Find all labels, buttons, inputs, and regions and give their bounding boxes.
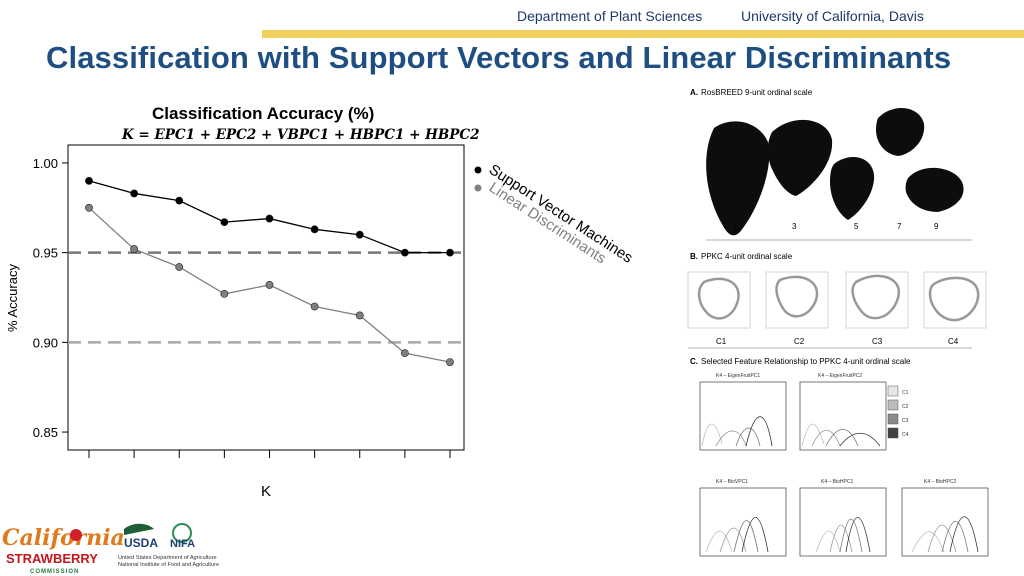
- accuracy-line-chart: 0.85 0.90 0.95 1.00 K % Accuracy: [5, 144, 465, 500]
- series-0-point: [130, 189, 139, 198]
- density-title-1: K4 – EigenFruitPC1: [716, 373, 760, 379]
- y-tick-label: 0.85: [33, 425, 58, 440]
- chart-legend: Support Vector Machines Linear Discrimin…: [474, 161, 636, 267]
- series-1-point: [130, 245, 139, 253]
- california-wordmark: California: [2, 525, 125, 551]
- strawberry-wordmark: STRAWBERRY: [6, 551, 98, 566]
- strawberry-9: [905, 167, 964, 212]
- series-1-point: [85, 203, 93, 212]
- series-1-point: [400, 349, 409, 358]
- series-0-point: [310, 225, 319, 234]
- legend-marker-svm: [474, 166, 482, 174]
- contour-c1: [697, 277, 740, 320]
- strawberry-silhouettes: [706, 107, 964, 236]
- contour-c4: [928, 276, 980, 322]
- density-plots-top: [699, 381, 887, 451]
- y-axis-label: % Accuracy: [5, 264, 20, 332]
- panel-b-class-c2: C2: [794, 337, 805, 346]
- contour-c3: [851, 274, 901, 320]
- commission-wordmark: COMMISSION: [30, 569, 79, 575]
- density-plots-bottom: [699, 487, 989, 557]
- nifa-globe-icon: [172, 523, 192, 543]
- strawberry-1: [706, 121, 770, 236]
- density-legend-c3: C3: [902, 418, 909, 424]
- x-axis-label: K: [261, 483, 271, 500]
- strawberry-3: [767, 119, 833, 196]
- series-0-point: [446, 248, 454, 257]
- usda-wordmark: USDA: [124, 536, 158, 550]
- contour-plots: [687, 271, 987, 329]
- usda-nifa-logo: USDA NIFA United States Department of Ag…: [118, 523, 219, 568]
- panel-b-label: PPKC 4-unit ordinal scale: [701, 252, 793, 261]
- university-label: University of California, Davis: [741, 8, 924, 24]
- chart-formula: K = EPC1 + EPC2 + VBPC1 + HBPC1 + HBPC2: [122, 127, 480, 143]
- strawberry-7: [876, 107, 925, 156]
- series-1-point: [175, 263, 184, 271]
- usda-line-1: United States Department of Agriculture: [118, 555, 217, 561]
- usda-line-2: National Institute of Food and Agricultu…: [118, 562, 219, 568]
- series-1-point: [220, 290, 229, 298]
- series-1-point: [310, 302, 319, 311]
- series-0-point: [355, 230, 364, 239]
- panel-b-letter: B.: [690, 252, 698, 261]
- y-tick-label: 0.95: [33, 246, 58, 261]
- panel-a-tick-3: 3: [792, 222, 797, 231]
- header-accent-bar: [262, 30, 1024, 38]
- california-strawberry-commission-logo: California STRAWBERRY COMMISSION: [2, 525, 125, 575]
- department-label: Department of Plant Sciences: [517, 8, 703, 24]
- density-title-5: K4 – BioHPC2: [924, 479, 956, 485]
- chart-title: Classification Accuracy (%): [152, 104, 375, 123]
- density-title-3: K4 – BioVPC1: [716, 479, 748, 485]
- series-1-point: [265, 281, 274, 289]
- usda-leaf-icon: [124, 523, 154, 535]
- series-0-point: [220, 218, 229, 227]
- series-0-point: [265, 214, 274, 223]
- panel-c-label: Selected Feature Relationship to PPKC 4-…: [701, 357, 911, 366]
- panel-a-tick-9: 9: [934, 222, 939, 231]
- panel-c-letter: C.: [690, 357, 698, 366]
- panel-a-tick-5: 5: [854, 222, 859, 231]
- legend-label-svm: Support Vector Machines: [486, 161, 636, 267]
- panel-a-tick-1: 1: [733, 222, 738, 231]
- density-title-4: K4 – BioHPC1: [821, 479, 853, 485]
- strawberry-icon: [70, 529, 82, 541]
- density-legend: C1 C2 C3 C4: [887, 385, 909, 439]
- density-legend-c1: C1: [902, 390, 909, 396]
- plot-frame: [67, 144, 465, 451]
- y-tick-label: 1.00: [33, 156, 58, 171]
- nifa-wordmark: NIFA: [170, 538, 195, 550]
- panel-b-class-c3: C3: [872, 337, 883, 346]
- series-0-point: [400, 248, 409, 257]
- strawberry-5: [830, 157, 875, 220]
- series-0-point: [85, 176, 93, 185]
- panel-a-label: RosBREED 9-unit ordinal scale: [701, 88, 813, 97]
- series-1-point: [355, 311, 364, 320]
- sponsor-logos: California STRAWBERRY COMMISSION USDA NI…: [2, 523, 219, 575]
- panel-b-class-c1: C1: [716, 337, 727, 346]
- density-legend-c4: C4: [902, 432, 909, 438]
- panel-a-letter: A.: [690, 88, 698, 97]
- density-legend-c2: C2: [902, 404, 909, 410]
- y-tick-label: 0.90: [33, 335, 58, 350]
- series-1-point: [446, 358, 454, 366]
- panel-a-tick-7: 7: [897, 222, 902, 231]
- density-title-2: K4 – EigenFruitPC2: [818, 373, 862, 379]
- slide-title: Classification with Support Vectors and …: [46, 40, 952, 75]
- legend-marker-lda: [474, 184, 482, 192]
- series-0-point: [175, 196, 184, 205]
- figure-panels: A. RosBREED 9-unit ordinal scale 1 3 5 7…: [687, 88, 989, 557]
- panel-b-class-c4: C4: [948, 337, 959, 346]
- contour-c2: [775, 275, 819, 318]
